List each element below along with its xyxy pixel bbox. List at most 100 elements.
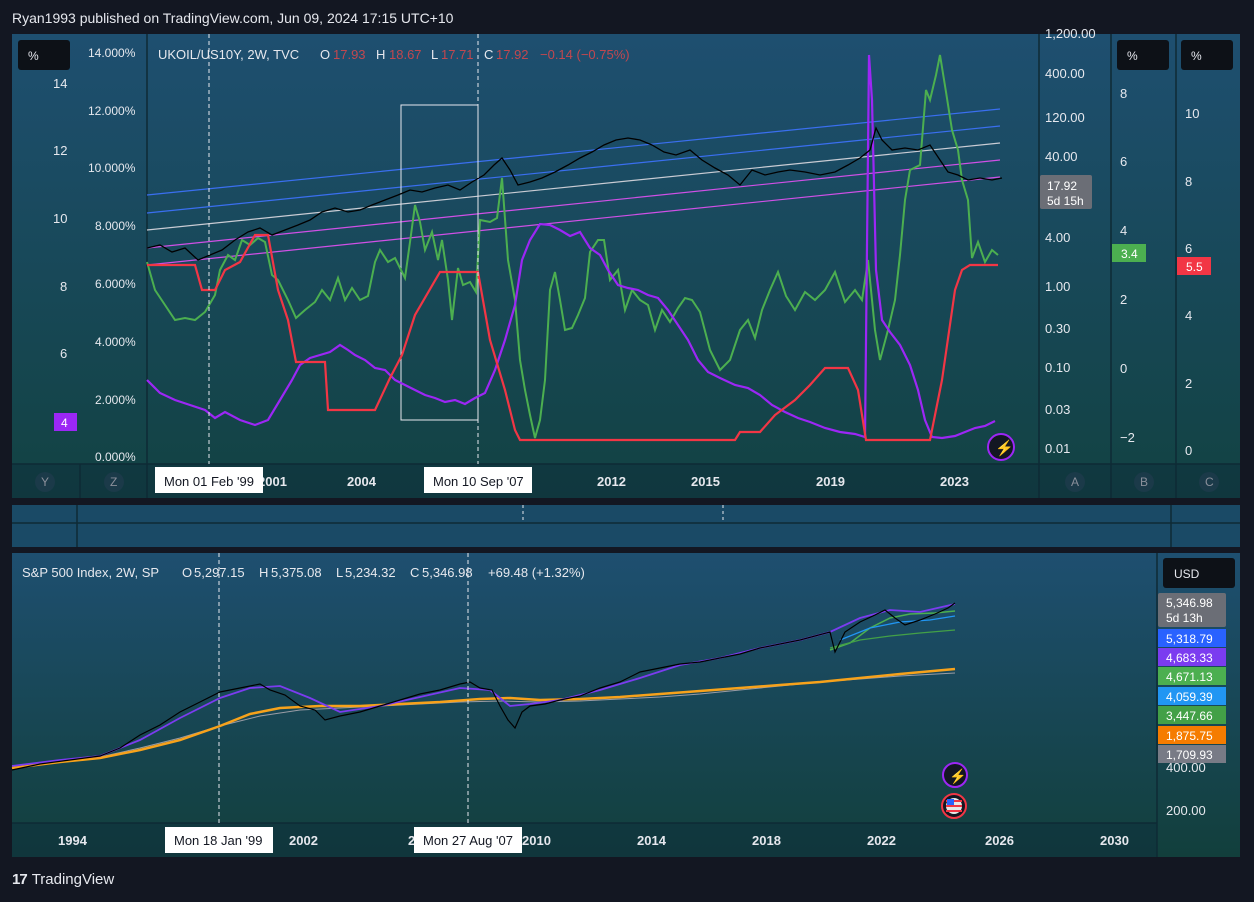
scale-button-c-label: % — [1191, 49, 1202, 63]
bottom-pane[interactable]: S&P 500 Index, 2W, SP O 5,297.15 H 5,375… — [11, 553, 1240, 857]
regression-channel — [146, 108, 1001, 266]
ma-tag — [1158, 726, 1226, 744]
ma-tag — [1158, 745, 1226, 763]
pct-tick: 2.000% — [95, 393, 136, 407]
top-legend-change: −0.14 (−0.75%) — [540, 47, 630, 62]
lightning-glyph: ⚡ — [949, 768, 966, 785]
channel-lower-2 — [146, 176, 1001, 266]
scale-a-label: A — [1071, 475, 1079, 489]
spx-price-line — [11, 602, 956, 771]
green-value-tag-label: 3.4 — [1121, 247, 1138, 261]
b-tick: −2 — [1120, 430, 1135, 445]
b-tick: 4 — [1120, 223, 1127, 238]
left-pct-axis: 14.000% 12.000% 10.000% 8.000% 6.000% 4.… — [88, 46, 136, 464]
log-tick: 400.00 — [1045, 66, 1085, 81]
bottom-legend-o-label: O — [182, 565, 192, 580]
lightning-icon[interactable] — [942, 762, 968, 788]
green-value-tag — [1112, 244, 1146, 262]
log-tick: 1,200.00 — [1045, 26, 1096, 41]
pct-tick: 10.000% — [88, 161, 136, 175]
log-tick: 1.00 — [1045, 279, 1070, 294]
middle-pane[interactable] — [12, 505, 1240, 547]
lightning-icon[interactable] — [987, 433, 1015, 461]
scale-button-z-label: % — [28, 49, 39, 63]
currency-button[interactable] — [1163, 558, 1235, 588]
crosshair-date-tag-3 — [165, 827, 273, 853]
pct-tick: 14.000% — [88, 46, 136, 60]
bottom-legend-c: 5,346.98 — [422, 565, 473, 580]
scale-c-label: C — [1205, 475, 1214, 489]
log-tick: 4.00 — [1045, 230, 1070, 245]
channel-lower-1 — [146, 159, 1001, 249]
scale-b-label: B — [1140, 475, 1148, 489]
left-purple-badge-label: 4 — [61, 416, 68, 430]
time-tick: 2004 — [347, 474, 377, 489]
publish-header: Ryan1993 published on TradingView.com, J… — [12, 10, 454, 26]
ma-tag-value: 4,059.39 — [1166, 690, 1213, 704]
us-flag-stripe — [946, 805, 962, 807]
pct-tick: 12.000% — [88, 104, 136, 118]
b-tick: 8 — [1120, 86, 1127, 101]
scale-z-button — [104, 472, 124, 492]
scale-y-label: Y — [41, 475, 49, 489]
scale-z-label: Z — [110, 475, 117, 489]
ma-value-tags: 5,318.79 4,683.33 4,671.13 4,059.39 3,44… — [1158, 629, 1226, 763]
log-tick: 0.03 — [1045, 402, 1070, 417]
purple-series-line — [146, 54, 996, 440]
scale-button-b[interactable] — [1117, 40, 1169, 70]
scale-button-z[interactable] — [18, 40, 70, 70]
top-time-axis: 2001 2004 2012 2015 2019 2023 — [258, 474, 969, 489]
scale-button-c[interactable] — [1181, 40, 1233, 70]
spx-price-tag-countdown: 5d 13h — [1166, 611, 1203, 625]
ma-tag-value: 5,318.79 — [1166, 632, 1213, 646]
scale-letter-buttons[interactable]: Y Z A B C — [35, 472, 1219, 492]
top-legend-l-label: L — [431, 47, 438, 62]
num-tick: 10 — [53, 211, 67, 226]
time-tick: 1994 — [58, 833, 88, 848]
bottom-legend-l: 5,234.32 — [345, 565, 396, 580]
lightning-glyph: ⚡ — [995, 439, 1014, 457]
top-legend-c: 17.92 — [496, 47, 529, 62]
top-pane[interactable]: % % % 14.000% 12.000% 10.000% 8.000% 6.0… — [12, 26, 1240, 498]
top-legend-h: 18.67 — [389, 47, 422, 62]
log-tick: 0.10 — [1045, 360, 1070, 375]
top-legend: UKOIL/US10Y, 2W, TVC O 17.93 H 18.67 L 1… — [158, 47, 630, 62]
crosshair-date-tag-2 — [424, 467, 532, 493]
bottom-price-axis: 400.00 200.00 — [1166, 760, 1206, 818]
bottom-pane-background — [12, 553, 1240, 857]
time-tick: 2023 — [940, 474, 969, 489]
time-tick: 2030 — [1100, 833, 1129, 848]
b-tick: 2 — [1120, 292, 1127, 307]
price-tick: 400.00 — [1166, 760, 1206, 775]
orange-ma-line — [11, 667, 956, 770]
ma-tag-value: 1,875.75 — [1166, 729, 1213, 743]
spx-price-tag — [1158, 593, 1226, 627]
tradingview-brand: TradingView — [31, 871, 115, 888]
ratio-price-tag-value: 17.92 — [1047, 179, 1077, 193]
currency-button-label: USD — [1174, 567, 1200, 581]
tradingview-footer[interactable]: 17 TradingView — [12, 871, 114, 888]
c-tick: 0 — [1185, 443, 1192, 458]
time-tick: 2019 — [816, 474, 845, 489]
bottom-legend-l-label: L — [336, 565, 343, 580]
pct-tick: 4.000% — [95, 335, 136, 349]
red-value-tag-label: 5.5 — [1186, 260, 1203, 274]
crosshair-date-tag-1 — [155, 467, 263, 493]
bottom-legend-h-label: H — [259, 565, 268, 580]
crosshair-date-2: Mon 10 Sep '07 — [433, 474, 524, 489]
middle-pane-background — [12, 505, 1240, 547]
ma-tag — [1158, 629, 1226, 647]
ma-tag-value: 3,447.66 — [1166, 709, 1213, 723]
top-legend-o-label: O — [320, 47, 330, 62]
c-tick: 2 — [1185, 376, 1192, 391]
tradingview-logo-icon: 17 — [12, 871, 28, 888]
time-tick: 2026 — [985, 833, 1014, 848]
log-tick: 40.00 — [1045, 149, 1078, 164]
scale-button-b-label: % — [1127, 49, 1138, 63]
scale-y-button — [35, 472, 55, 492]
dark-green-ma-line — [829, 629, 956, 649]
log-tick: 0.30 — [1045, 321, 1070, 336]
ratio-price-tag — [1040, 175, 1092, 209]
pct-tick: 8.000% — [95, 219, 136, 233]
